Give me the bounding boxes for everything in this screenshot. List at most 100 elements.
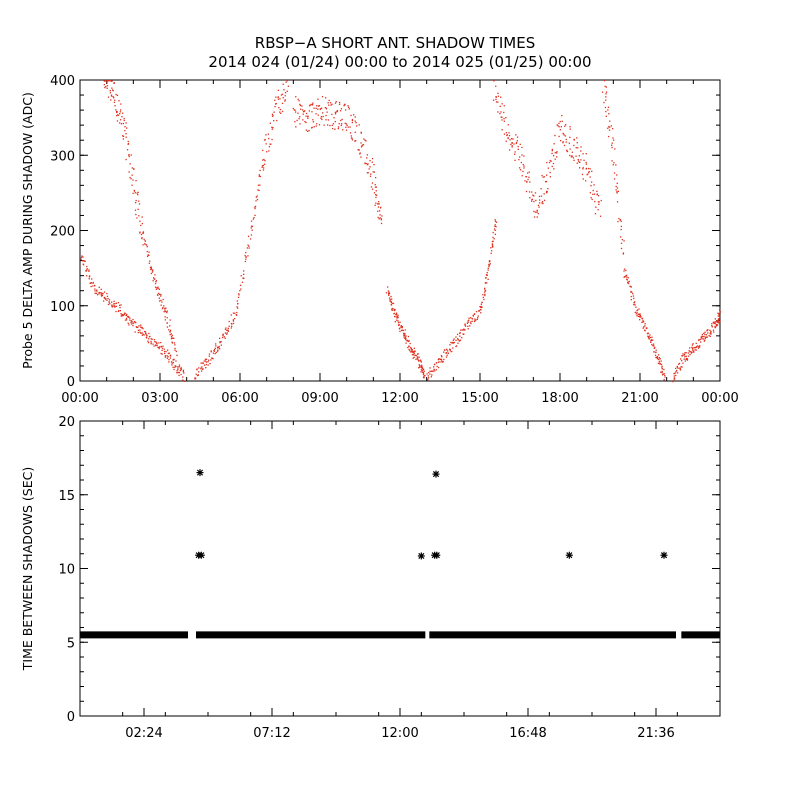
- data-point: [696, 345, 698, 348]
- data-point: [137, 194, 139, 196]
- data-point: [307, 115, 309, 117]
- data-point: [605, 86, 607, 88]
- data-point: [551, 165, 553, 168]
- data-point: [685, 355, 687, 357]
- data-point: [174, 344, 176, 346]
- data-point: [605, 93, 607, 95]
- data-point: [483, 298, 485, 301]
- data-point: [110, 94, 113, 96]
- data-point: [92, 281, 94, 284]
- data-point: [381, 215, 383, 217]
- data-point: [413, 350, 415, 353]
- data-point: [709, 332, 712, 334]
- data-point: [495, 85, 497, 87]
- data-point: [169, 354, 171, 356]
- data-point: [397, 320, 399, 322]
- data-point: [652, 345, 654, 347]
- data-point: [407, 340, 409, 342]
- data-point: [619, 219, 621, 221]
- data-point: [296, 119, 298, 122]
- data-point: [174, 347, 176, 350]
- data-point: [695, 342, 697, 344]
- data-point: [541, 201, 544, 203]
- data-point: [280, 112, 282, 114]
- data-point: [661, 368, 663, 370]
- data-point: [569, 154, 571, 157]
- data-point: [689, 347, 691, 349]
- data-point: [299, 116, 301, 118]
- data-point: [123, 119, 125, 122]
- data-point: [491, 240, 494, 243]
- data-point: [391, 302, 393, 304]
- data-point: [282, 83, 284, 85]
- data-point: [173, 359, 175, 361]
- data-point: [366, 154, 368, 156]
- data-point: [585, 168, 587, 170]
- data-point: [424, 374, 426, 377]
- data-point: [435, 369, 437, 371]
- data-point: [541, 202, 543, 204]
- data-point: [718, 319, 720, 321]
- data-point: [130, 323, 133, 325]
- data-point: [161, 301, 163, 303]
- data-point: [227, 327, 229, 329]
- data-point: [115, 310, 117, 313]
- data-point: [587, 167, 590, 170]
- data-point: [417, 353, 419, 355]
- data-point: [158, 288, 160, 290]
- data-point: [139, 329, 141, 331]
- data-point: [334, 113, 337, 115]
- data-point: [329, 102, 332, 104]
- data-point: [145, 332, 147, 334]
- data-point: [283, 89, 285, 91]
- data-point: [418, 360, 420, 362]
- data-point: [495, 96, 497, 98]
- data-point: [351, 119, 354, 121]
- data-point: [389, 299, 391, 301]
- data-point: [94, 292, 96, 294]
- data-point: [443, 349, 446, 351]
- data-point: [638, 313, 640, 315]
- data-point: [453, 338, 455, 340]
- data-point: [620, 242, 623, 244]
- data-point: [135, 322, 137, 324]
- data-point: [547, 167, 549, 169]
- data-point: [360, 131, 362, 133]
- data-point: [419, 366, 421, 368]
- data-point: [275, 96, 277, 98]
- data-point: [470, 322, 472, 325]
- data-point: [535, 199, 537, 202]
- data-point: [718, 314, 720, 316]
- data-point: [641, 317, 643, 319]
- data-point: [149, 268, 152, 270]
- data-point: [589, 192, 591, 194]
- data-point: [509, 139, 511, 141]
- data-point: [430, 370, 432, 372]
- data-point: [336, 110, 339, 112]
- data-point: [700, 341, 702, 343]
- data-point: [491, 246, 494, 248]
- data-point: [652, 339, 654, 341]
- data-point: [302, 119, 304, 121]
- data-point: [476, 318, 478, 320]
- data-point: [427, 375, 429, 377]
- data-point: [118, 310, 120, 312]
- data-point: [562, 141, 564, 143]
- data-point: [132, 192, 134, 194]
- data-point: [287, 85, 289, 87]
- data-point: [354, 140, 356, 142]
- data-point: [326, 111, 328, 113]
- series-1: [103, 80, 178, 356]
- data-point: [404, 336, 406, 338]
- data-point: [663, 373, 665, 375]
- data-point: [441, 360, 443, 362]
- data-point: [625, 275, 627, 277]
- data-point: [101, 293, 103, 295]
- data-point: [560, 126, 562, 128]
- data-point: [700, 336, 702, 338]
- data-point: [155, 341, 157, 343]
- data-point: [242, 277, 244, 279]
- data-point: [373, 192, 376, 194]
- data-point: [158, 347, 160, 350]
- data-point: [371, 188, 374, 190]
